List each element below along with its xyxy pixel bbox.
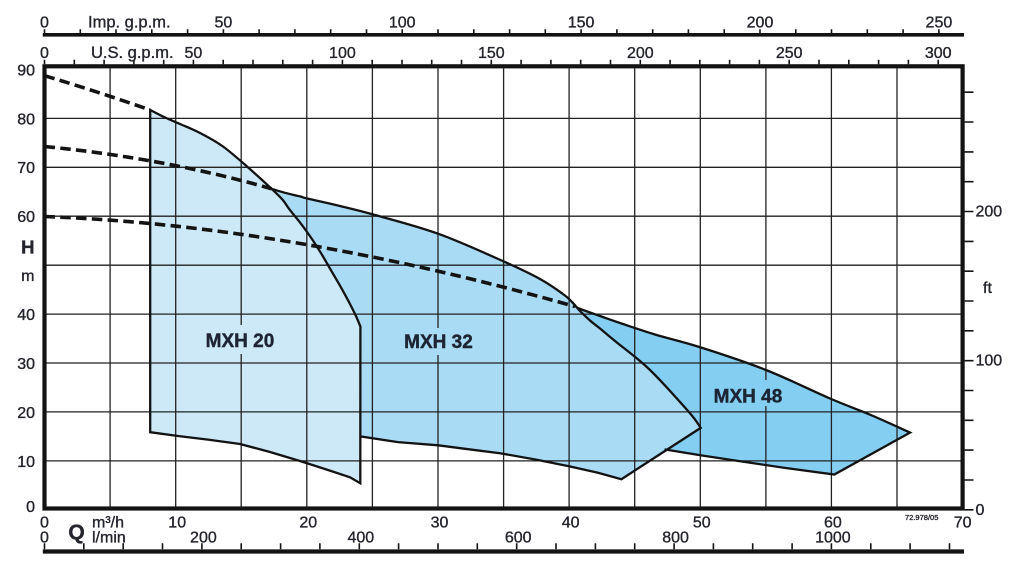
svg-text:l/min: l/min: [92, 530, 126, 547]
svg-text:50: 50: [185, 45, 203, 62]
svg-text:200: 200: [976, 204, 1003, 221]
svg-text:30: 30: [431, 515, 449, 532]
svg-text:30: 30: [17, 356, 35, 373]
svg-text:200: 200: [627, 45, 654, 62]
svg-text:50: 50: [215, 15, 233, 32]
svg-text:100: 100: [329, 45, 356, 62]
svg-text:50: 50: [693, 515, 711, 532]
svg-text:800: 800: [662, 530, 689, 547]
svg-text:72.978/05: 72.978/05: [905, 513, 938, 522]
svg-text:250: 250: [926, 15, 953, 32]
svg-text:80: 80: [17, 111, 35, 128]
svg-text:Q: Q: [68, 521, 84, 544]
svg-text:0: 0: [40, 15, 49, 32]
svg-text:MXH 48: MXH 48: [714, 387, 783, 408]
svg-text:U.S. g.p.m.: U.S. g.p.m.: [91, 44, 174, 62]
svg-text:40: 40: [17, 307, 35, 324]
svg-text:20: 20: [299, 515, 317, 532]
svg-text:MXH 32: MXH 32: [404, 332, 473, 353]
svg-text:1000: 1000: [815, 530, 851, 547]
svg-text:400: 400: [347, 530, 374, 547]
svg-text:100: 100: [389, 15, 416, 32]
svg-text:60: 60: [824, 515, 842, 532]
svg-text:600: 600: [505, 530, 532, 547]
svg-text:70: 70: [17, 160, 35, 177]
svg-text:MXH 20: MXH 20: [206, 331, 275, 352]
svg-text:m: m: [21, 268, 34, 285]
svg-text:150: 150: [568, 15, 595, 32]
svg-text:90: 90: [17, 62, 35, 79]
svg-text:0: 0: [40, 530, 49, 547]
svg-text:H: H: [21, 237, 34, 258]
svg-text:ft: ft: [983, 280, 992, 297]
svg-text:300: 300: [925, 45, 952, 62]
svg-text:70: 70: [954, 515, 972, 532]
svg-text:Imp. g.p.m.: Imp. g.p.m.: [88, 14, 171, 32]
svg-text:200: 200: [747, 15, 774, 32]
svg-text:20: 20: [17, 405, 35, 422]
svg-text:60: 60: [17, 209, 35, 226]
svg-text:0: 0: [26, 499, 35, 516]
svg-text:m³/h: m³/h: [92, 515, 124, 532]
svg-text:0: 0: [40, 45, 49, 62]
svg-text:250: 250: [776, 45, 803, 62]
svg-text:10: 10: [168, 515, 186, 532]
svg-text:0: 0: [976, 502, 985, 519]
svg-text:150: 150: [478, 45, 505, 62]
svg-text:0: 0: [40, 515, 49, 532]
svg-text:40: 40: [562, 515, 580, 532]
svg-text:100: 100: [976, 353, 1003, 370]
svg-text:200: 200: [190, 530, 217, 547]
svg-text:10: 10: [17, 454, 35, 471]
